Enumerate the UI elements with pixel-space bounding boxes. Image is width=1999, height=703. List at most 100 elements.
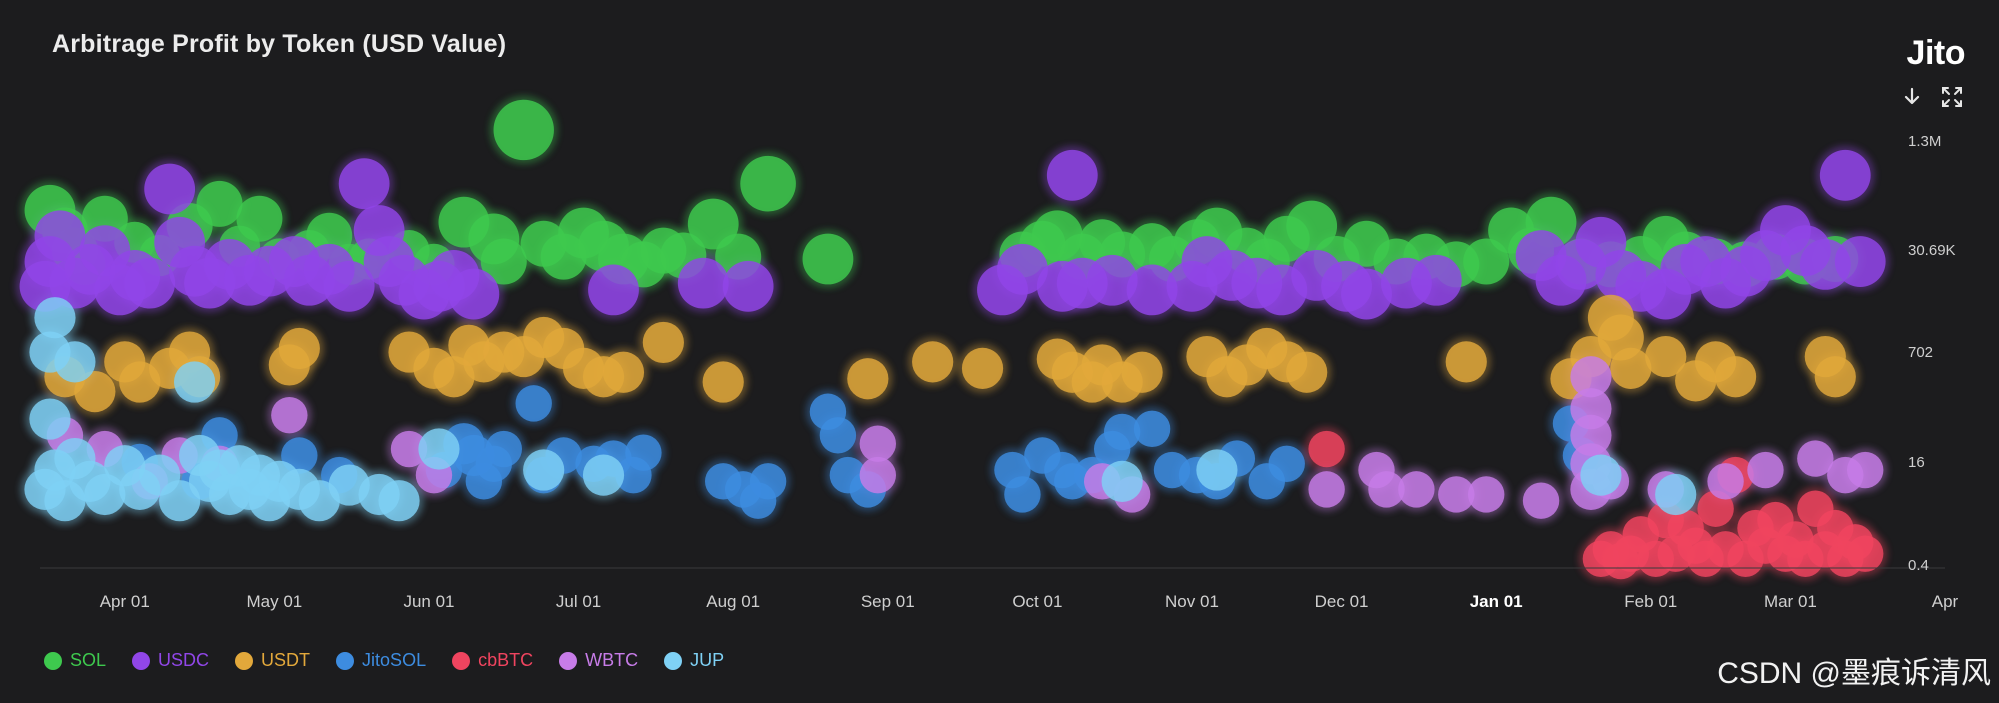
point-jitosol[interactable]: [485, 430, 522, 468]
point-usdt[interactable]: [1121, 351, 1163, 393]
point-jup[interactable]: [523, 449, 565, 491]
point-jup[interactable]: [173, 361, 216, 403]
legend-swatch: [559, 651, 578, 670]
point-sol[interactable]: [802, 233, 854, 285]
point-sol[interactable]: [236, 195, 283, 242]
point-usdc[interactable]: [323, 260, 375, 312]
legend-item-usdc[interactable]: USDC: [132, 650, 209, 671]
point-sol[interactable]: [1286, 200, 1338, 252]
point-wbtc[interactable]: [1468, 476, 1505, 513]
point-jup[interactable]: [84, 473, 126, 516]
point-jitosol[interactable]: [1103, 413, 1141, 451]
point-jup[interactable]: [1196, 449, 1238, 491]
watermark: CSDN @墨痕诉清风: [1717, 657, 1991, 690]
point-wbtc[interactable]: [1368, 471, 1405, 508]
point-usdt[interactable]: [1714, 356, 1757, 398]
point-usdt[interactable]: [702, 361, 744, 403]
point-wbtc[interactable]: [390, 430, 428, 468]
point-jup[interactable]: [159, 480, 201, 522]
x-tick-label: Jan 01: [1470, 592, 1523, 611]
point-usdt[interactable]: [1814, 356, 1856, 398]
point-jitosol[interactable]: [819, 417, 857, 454]
download-icon[interactable]: [1901, 86, 1923, 108]
fullscreen-icon[interactable]: [1941, 86, 1963, 108]
point-jitosol[interactable]: [749, 463, 787, 500]
point-usdc[interactable]: [1046, 149, 1098, 201]
point-sol[interactable]: [687, 198, 739, 250]
point-cbbtc[interactable]: [1847, 535, 1884, 572]
x-tick-label: Feb 01: [1624, 592, 1677, 611]
legend-swatch: [664, 651, 683, 670]
point-jup[interactable]: [29, 398, 71, 440]
point-wbtc[interactable]: [1570, 414, 1612, 456]
y-tick-label: 0.4: [1908, 557, 1929, 574]
point-wbtc[interactable]: [271, 396, 308, 434]
point-wbtc[interactable]: [1522, 482, 1560, 519]
point-usdt[interactable]: [74, 370, 116, 413]
point-wbtc[interactable]: [1747, 451, 1784, 489]
point-wbtc[interactable]: [859, 425, 897, 462]
legend-item-wbtc[interactable]: WBTC: [559, 650, 638, 671]
point-usdc[interactable]: [1341, 268, 1392, 320]
point-wbtc[interactable]: [1847, 451, 1884, 489]
point-sol[interactable]: [196, 180, 243, 227]
legend-item-cbbtc[interactable]: cbBTC: [452, 650, 533, 671]
point-usdt[interactable]: [278, 327, 320, 370]
point-usdt[interactable]: [1610, 347, 1652, 389]
point-usdc[interactable]: [588, 264, 639, 316]
point-usdc[interactable]: [34, 210, 86, 262]
point-usdc[interactable]: [1819, 149, 1871, 201]
point-usdc[interactable]: [1834, 236, 1886, 287]
point-wbtc[interactable]: [1797, 440, 1834, 477]
point-sol[interactable]: [1463, 238, 1510, 285]
point-wbtc[interactable]: [859, 456, 897, 494]
legend-item-jitosol[interactable]: JitoSOL: [336, 650, 426, 671]
point-jitosol[interactable]: [515, 385, 552, 422]
point-usdt[interactable]: [1645, 335, 1687, 378]
legend: SOL USDC USDT JitoSOL cbBTC WBTC JUP: [44, 650, 724, 671]
point-usdt[interactable]: [847, 358, 889, 400]
point-jup[interactable]: [582, 454, 625, 496]
legend-item-usdt[interactable]: USDT: [235, 650, 310, 671]
point-jitosol[interactable]: [625, 434, 662, 471]
point-usdc[interactable]: [677, 257, 729, 309]
point-usdc[interactable]: [1410, 254, 1462, 306]
point-usdt[interactable]: [912, 341, 954, 383]
point-sol[interactable]: [480, 238, 527, 285]
point-jitosol[interactable]: [1133, 410, 1171, 448]
point-jup[interactable]: [54, 341, 96, 383]
point-usdt[interactable]: [602, 351, 645, 393]
point-cbbtc[interactable]: [1308, 430, 1345, 468]
point-jup[interactable]: [418, 428, 460, 470]
point-usdt[interactable]: [1286, 351, 1328, 393]
point-usdc[interactable]: [997, 243, 1048, 295]
legend-item-jup[interactable]: JUP: [664, 650, 724, 671]
legend-item-sol[interactable]: SOL: [44, 650, 106, 671]
point-wbtc[interactable]: [1398, 471, 1435, 508]
point-sol[interactable]: [493, 99, 554, 161]
point-usdc[interactable]: [1086, 254, 1138, 306]
point-wbtc[interactable]: [1707, 463, 1744, 500]
point-usdc[interactable]: [722, 260, 774, 312]
point-jup[interactable]: [378, 480, 420, 522]
point-wbtc[interactable]: [1308, 471, 1345, 508]
point-jup[interactable]: [1101, 460, 1143, 502]
point-jup[interactable]: [1655, 473, 1697, 516]
point-usdc[interactable]: [448, 268, 500, 320]
point-usdt[interactable]: [961, 347, 1004, 389]
point-wbtc[interactable]: [1438, 476, 1475, 513]
point-jup[interactable]: [34, 297, 76, 339]
point-usdc[interactable]: [124, 257, 176, 309]
point-wbtc[interactable]: [1570, 356, 1612, 398]
point-usdt[interactable]: [642, 321, 684, 364]
legend-swatch: [336, 651, 355, 670]
point-jup[interactable]: [1580, 454, 1622, 496]
point-cbbtc[interactable]: [1697, 490, 1734, 527]
point-sol[interactable]: [740, 155, 796, 212]
point-usdc[interactable]: [338, 158, 390, 210]
point-jitosol[interactable]: [1004, 476, 1041, 513]
point-jitosol[interactable]: [1268, 445, 1305, 483]
point-usdc[interactable]: [1126, 264, 1178, 316]
point-usdt[interactable]: [1445, 341, 1487, 383]
point-usdc[interactable]: [144, 163, 196, 215]
